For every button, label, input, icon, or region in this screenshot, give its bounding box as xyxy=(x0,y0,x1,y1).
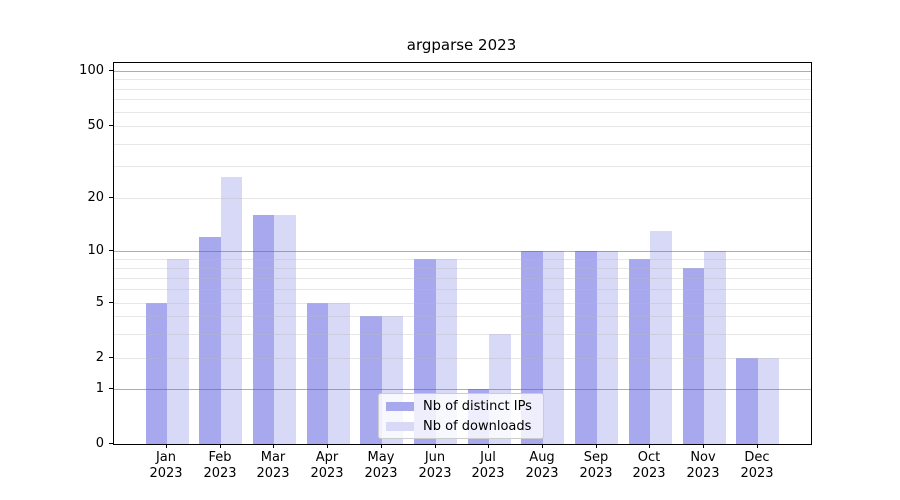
gridline-4 xyxy=(114,316,811,317)
x-tick-label-oct: Oct 2023 xyxy=(632,450,666,481)
y-tick-label-100: 100 xyxy=(79,63,104,78)
gridline-2 xyxy=(114,358,811,359)
x-tick-label-jan: Jan 2023 xyxy=(149,450,183,481)
gridline-50 xyxy=(114,126,811,127)
bar-distinct-ips-dec xyxy=(736,358,758,444)
x-tick-label-apr: Apr 2023 xyxy=(310,450,344,481)
y-tick-mark-20 xyxy=(109,197,113,198)
x-tick-label-jun: Jun 2023 xyxy=(418,450,452,481)
legend-row-distinct-ips: Nb of distinct IPs xyxy=(379,396,543,416)
x-tick-mark-jul xyxy=(488,444,489,448)
legend-swatch-distinct-ips xyxy=(386,401,414,411)
bar-downloads-jan xyxy=(167,258,189,444)
x-tick-mark-apr xyxy=(327,444,328,448)
y-tick-mark-50 xyxy=(109,125,113,126)
x-tick-mark-aug xyxy=(542,444,543,448)
x-tick-label-feb: Feb 2023 xyxy=(203,450,237,481)
y-tick-label-2: 2 xyxy=(95,350,104,365)
x-tick-mark-nov xyxy=(703,444,704,448)
x-tick-label-sep: Sep 2023 xyxy=(579,450,613,481)
gridline-80 xyxy=(114,89,811,90)
y-tick-label-5: 5 xyxy=(95,295,104,310)
legend-row-downloads: Nb of downloads xyxy=(379,416,543,436)
bar-downloads-dec xyxy=(757,358,780,444)
bar-downloads-sep xyxy=(596,251,619,444)
bar-distinct-ips-apr xyxy=(306,303,329,444)
gridline-20 xyxy=(114,198,811,199)
gridline-1 xyxy=(114,389,811,390)
gridline-8 xyxy=(114,268,811,269)
x-tick-mark-oct xyxy=(649,444,650,448)
x-tick-mark-feb xyxy=(220,444,221,448)
bar-distinct-ips-nov xyxy=(682,267,704,444)
bar-downloads-mar xyxy=(274,215,296,444)
legend-label-distinct-ips: Nb of distinct IPs xyxy=(423,398,532,414)
y-tick-mark-1 xyxy=(109,388,113,389)
bar-downloads-nov xyxy=(704,251,726,444)
bar-downloads-oct xyxy=(650,230,672,444)
gridline-3 xyxy=(114,334,811,335)
y-tick-label-50: 50 xyxy=(87,118,104,133)
y-tick-mark-2 xyxy=(109,357,113,358)
y-tick-label-0: 0 xyxy=(95,436,104,451)
gridline-6 xyxy=(114,289,811,290)
gridline-30 xyxy=(114,166,811,167)
y-tick-mark-0 xyxy=(109,443,113,444)
legend-swatch-downloads xyxy=(386,421,414,431)
x-tick-mark-dec xyxy=(757,444,758,448)
legend-label-downloads: Nb of downloads xyxy=(423,418,532,434)
x-tick-label-nov: Nov 2023 xyxy=(686,450,720,481)
chart-title: argparse 2023 xyxy=(406,36,517,54)
y-tick-label-10: 10 xyxy=(87,243,104,258)
x-tick-label-may: May 2023 xyxy=(364,450,398,481)
plot-area: Nb of distinct IPs Nb of downloads xyxy=(113,62,812,445)
bar-distinct-ips-mar xyxy=(252,215,275,444)
y-tick-label-1: 1 xyxy=(95,381,104,396)
gridline-90 xyxy=(114,79,811,80)
x-tick-label-mar: Mar 2023 xyxy=(256,450,290,481)
bar-downloads-feb xyxy=(220,177,243,444)
x-tick-label-jul: Jul 2023 xyxy=(471,450,505,481)
x-tick-mark-may xyxy=(381,444,382,448)
bar-distinct-ips-oct xyxy=(628,258,651,444)
x-tick-mark-mar xyxy=(273,444,274,448)
bar-downloads-aug xyxy=(542,251,565,444)
x-tick-label-dec: Dec 2023 xyxy=(740,450,774,481)
gridline-7 xyxy=(114,278,811,279)
x-tick-mark-jun xyxy=(435,444,436,448)
bar-distinct-ips-sep xyxy=(575,251,597,444)
gridline-5 xyxy=(114,303,811,304)
bar-downloads-apr xyxy=(328,303,350,444)
bar-distinct-ips-feb xyxy=(199,237,221,444)
y-tick-mark-100 xyxy=(109,70,113,71)
legend: Nb of distinct IPs Nb of downloads xyxy=(378,393,544,439)
bar-distinct-ips-may xyxy=(360,316,382,444)
y-tick-mark-10 xyxy=(109,250,113,251)
y-tick-mark-5 xyxy=(109,302,113,303)
y-tick-label-20: 20 xyxy=(87,190,104,205)
bar-distinct-ips-jan xyxy=(145,303,167,444)
x-tick-mark-sep xyxy=(596,444,597,448)
gridline-9 xyxy=(114,259,811,260)
gridline-60 xyxy=(114,112,811,113)
gridline-40 xyxy=(114,144,811,145)
gridline-10 xyxy=(114,251,811,252)
gridline-70 xyxy=(114,99,811,100)
x-tick-mark-jan xyxy=(166,444,167,448)
x-tick-label-aug: Aug 2023 xyxy=(525,450,559,481)
gridline-100 xyxy=(114,71,811,72)
